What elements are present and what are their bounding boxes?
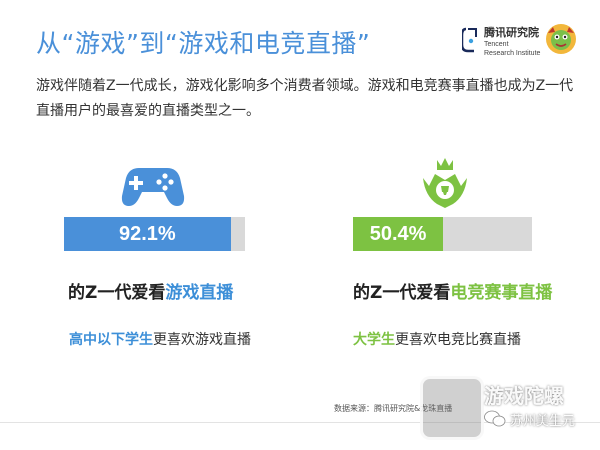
right-stat-highlight: 电竞赛事直播	[450, 283, 553, 303]
mascot-icon	[546, 24, 576, 54]
left-sub-label: 高中以下学生更喜欢游戏直播	[69, 329, 251, 349]
left-progress-bar: 92.1%	[64, 217, 245, 251]
left-sub-rest: 更喜欢游戏直播	[153, 332, 251, 348]
logo-name-en-2: Research Institute	[484, 50, 541, 57]
right-progress-bar: 50.4%	[353, 217, 532, 251]
watermark: 游戏陀螺 苏州美生元	[420, 370, 595, 440]
right-stat-prefix: 的Z一代爱看	[353, 283, 451, 303]
right-progress-fill: 50.4%	[353, 217, 444, 251]
bottom-divider	[0, 422, 600, 423]
trophy-crown-icon	[423, 158, 467, 208]
logo-name-en-1: Tencent	[484, 41, 509, 48]
left-stat-prefix: 的Z一代爱看	[68, 283, 166, 303]
watermark-logo-icon	[420, 376, 484, 440]
tencent-research-logo-icon	[462, 27, 477, 53]
right-sub-label: 大学生更喜欢电竞比赛直播	[353, 329, 521, 349]
right-stat-label: 的Z一代爱看电竞赛事直播	[353, 278, 552, 303]
gamepad-icon	[121, 168, 185, 206]
right-sub-rest: 更喜欢电竞比赛直播	[395, 332, 521, 348]
right-sub-highlight: 大学生	[353, 332, 395, 348]
data-source-note: 数据来源：腾讯研究院&龙珠直播	[334, 404, 453, 413]
wechat-icon	[484, 410, 506, 427]
intro-text: 游戏伴随着Z一代成长，游戏化影响多个消费者领域。游戏和电竞赛事直播也成为Z一代直…	[36, 78, 574, 119]
page-title: 从“游戏”到“游戏和电竞直播”	[36, 29, 371, 58]
watermark-text-1: 游戏陀螺	[484, 384, 564, 408]
left-sub-highlight: 高中以下学生	[69, 332, 153, 348]
logo-text: 腾讯研究院 Tencent Research Institute	[484, 26, 540, 58]
watermark-text-2: 苏州美生元	[510, 414, 576, 429]
right-percent-value: 50.4%	[369, 222, 427, 245]
left-percent-value: 92.1%	[118, 222, 176, 245]
left-stat-highlight: 游戏直播	[165, 283, 234, 303]
logo-name-cn: 腾讯研究院	[484, 27, 539, 39]
left-stat-label: 的Z一代爱看游戏直播	[68, 278, 233, 303]
left-progress-fill: 92.1%	[64, 217, 231, 251]
